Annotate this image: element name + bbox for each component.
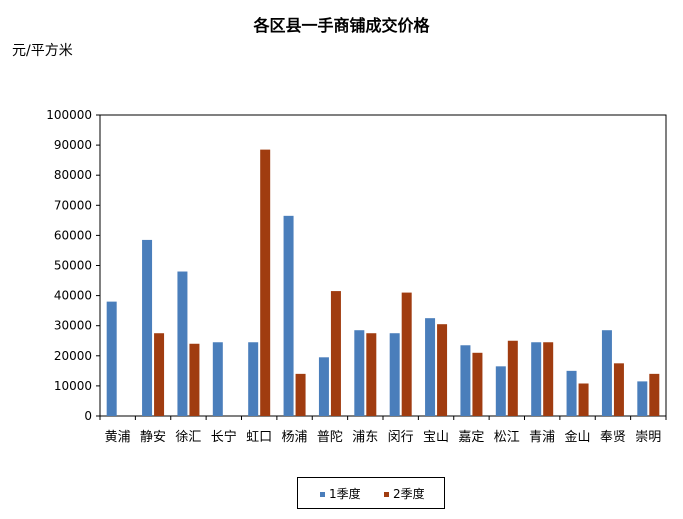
x-tick-label: 奉贤: [600, 430, 626, 445]
x-tick-label: 金山: [565, 429, 591, 445]
legend-swatch-series-1: [320, 492, 325, 497]
y-tick-label: 10000: [54, 379, 92, 393]
x-tick-label: 崇明: [635, 430, 661, 445]
x-tick-label: 宝山: [423, 430, 449, 445]
x-tick-label: 徐汇: [175, 430, 201, 445]
x-tick-label: 虹口: [246, 430, 272, 445]
y-tick-label: 50000: [54, 259, 92, 273]
bar-series-2: [330, 291, 341, 416]
legend-label-series-2: 2季度: [393, 487, 425, 501]
x-tick-label: 青浦: [529, 430, 555, 445]
legend-label-series-1: 1季度: [329, 487, 361, 501]
x-tick-label: 松江: [494, 430, 520, 445]
bar-series-2: [507, 340, 518, 416]
bar-series-1: [425, 318, 436, 416]
bar-series-1: [495, 366, 506, 416]
bar-series-1: [283, 215, 294, 416]
bar-series-1: [566, 370, 577, 416]
bar-series-1: [637, 381, 648, 416]
x-tick-label: 浦东: [352, 430, 378, 445]
y-tick-label: 0: [84, 409, 92, 423]
bar-series-2: [543, 342, 554, 416]
bar-series-1: [142, 239, 153, 416]
bar-series-1: [248, 342, 259, 416]
y-axis-unit-label: 元/平方米: [12, 43, 73, 59]
x-tick-label: 杨浦: [282, 430, 308, 445]
bar-series-2: [613, 363, 624, 416]
x-tick-label: 闵行: [388, 430, 414, 445]
bar-series-2: [437, 324, 448, 416]
y-tick-label: 20000: [54, 349, 92, 363]
bar-series-1: [601, 330, 612, 416]
bar-series-1: [318, 357, 329, 416]
x-tick-label: 黄浦: [105, 430, 131, 445]
y-tick-label: 30000: [54, 319, 92, 333]
x-tick-label: 普陀: [317, 429, 343, 445]
legend: 1季度 2季度: [297, 477, 445, 509]
bar-series-1: [212, 342, 223, 416]
bar-series-2: [366, 333, 377, 416]
x-tick-label: 嘉定: [458, 430, 484, 445]
y-tick-label: 80000: [54, 168, 92, 182]
bar-series-2: [578, 383, 589, 416]
bar-series-2: [260, 149, 271, 417]
bar-series-2: [401, 292, 412, 416]
bar-series-2: [189, 343, 200, 416]
bar-series-1: [177, 271, 188, 416]
x-tick-label: 静安: [140, 430, 166, 445]
y-tick-label: 60000: [54, 228, 92, 242]
y-tick-label: 70000: [54, 198, 92, 212]
bar-series-1: [531, 342, 542, 416]
y-tick-label: 40000: [54, 289, 92, 303]
y-tick-label: 100000: [46, 108, 92, 122]
legend-item-series-2: 2季度: [384, 486, 425, 502]
chart-title: 各区县一手商铺成交价格: [253, 16, 430, 35]
bar-series-1: [354, 330, 365, 416]
bar-series-1: [389, 333, 400, 416]
y-tick-label: 90000: [54, 138, 92, 152]
legend-swatch-series-2: [384, 492, 389, 497]
bar-series-2: [649, 373, 660, 416]
bar-series-2: [295, 373, 306, 416]
bar-series-2: [472, 352, 483, 416]
bar-series-1: [460, 345, 471, 416]
x-tick-label: 长宁: [211, 429, 237, 445]
bar-series-1: [106, 301, 117, 416]
legend-item-series-1: 1季度: [320, 486, 361, 502]
bar-series-2: [154, 333, 165, 416]
